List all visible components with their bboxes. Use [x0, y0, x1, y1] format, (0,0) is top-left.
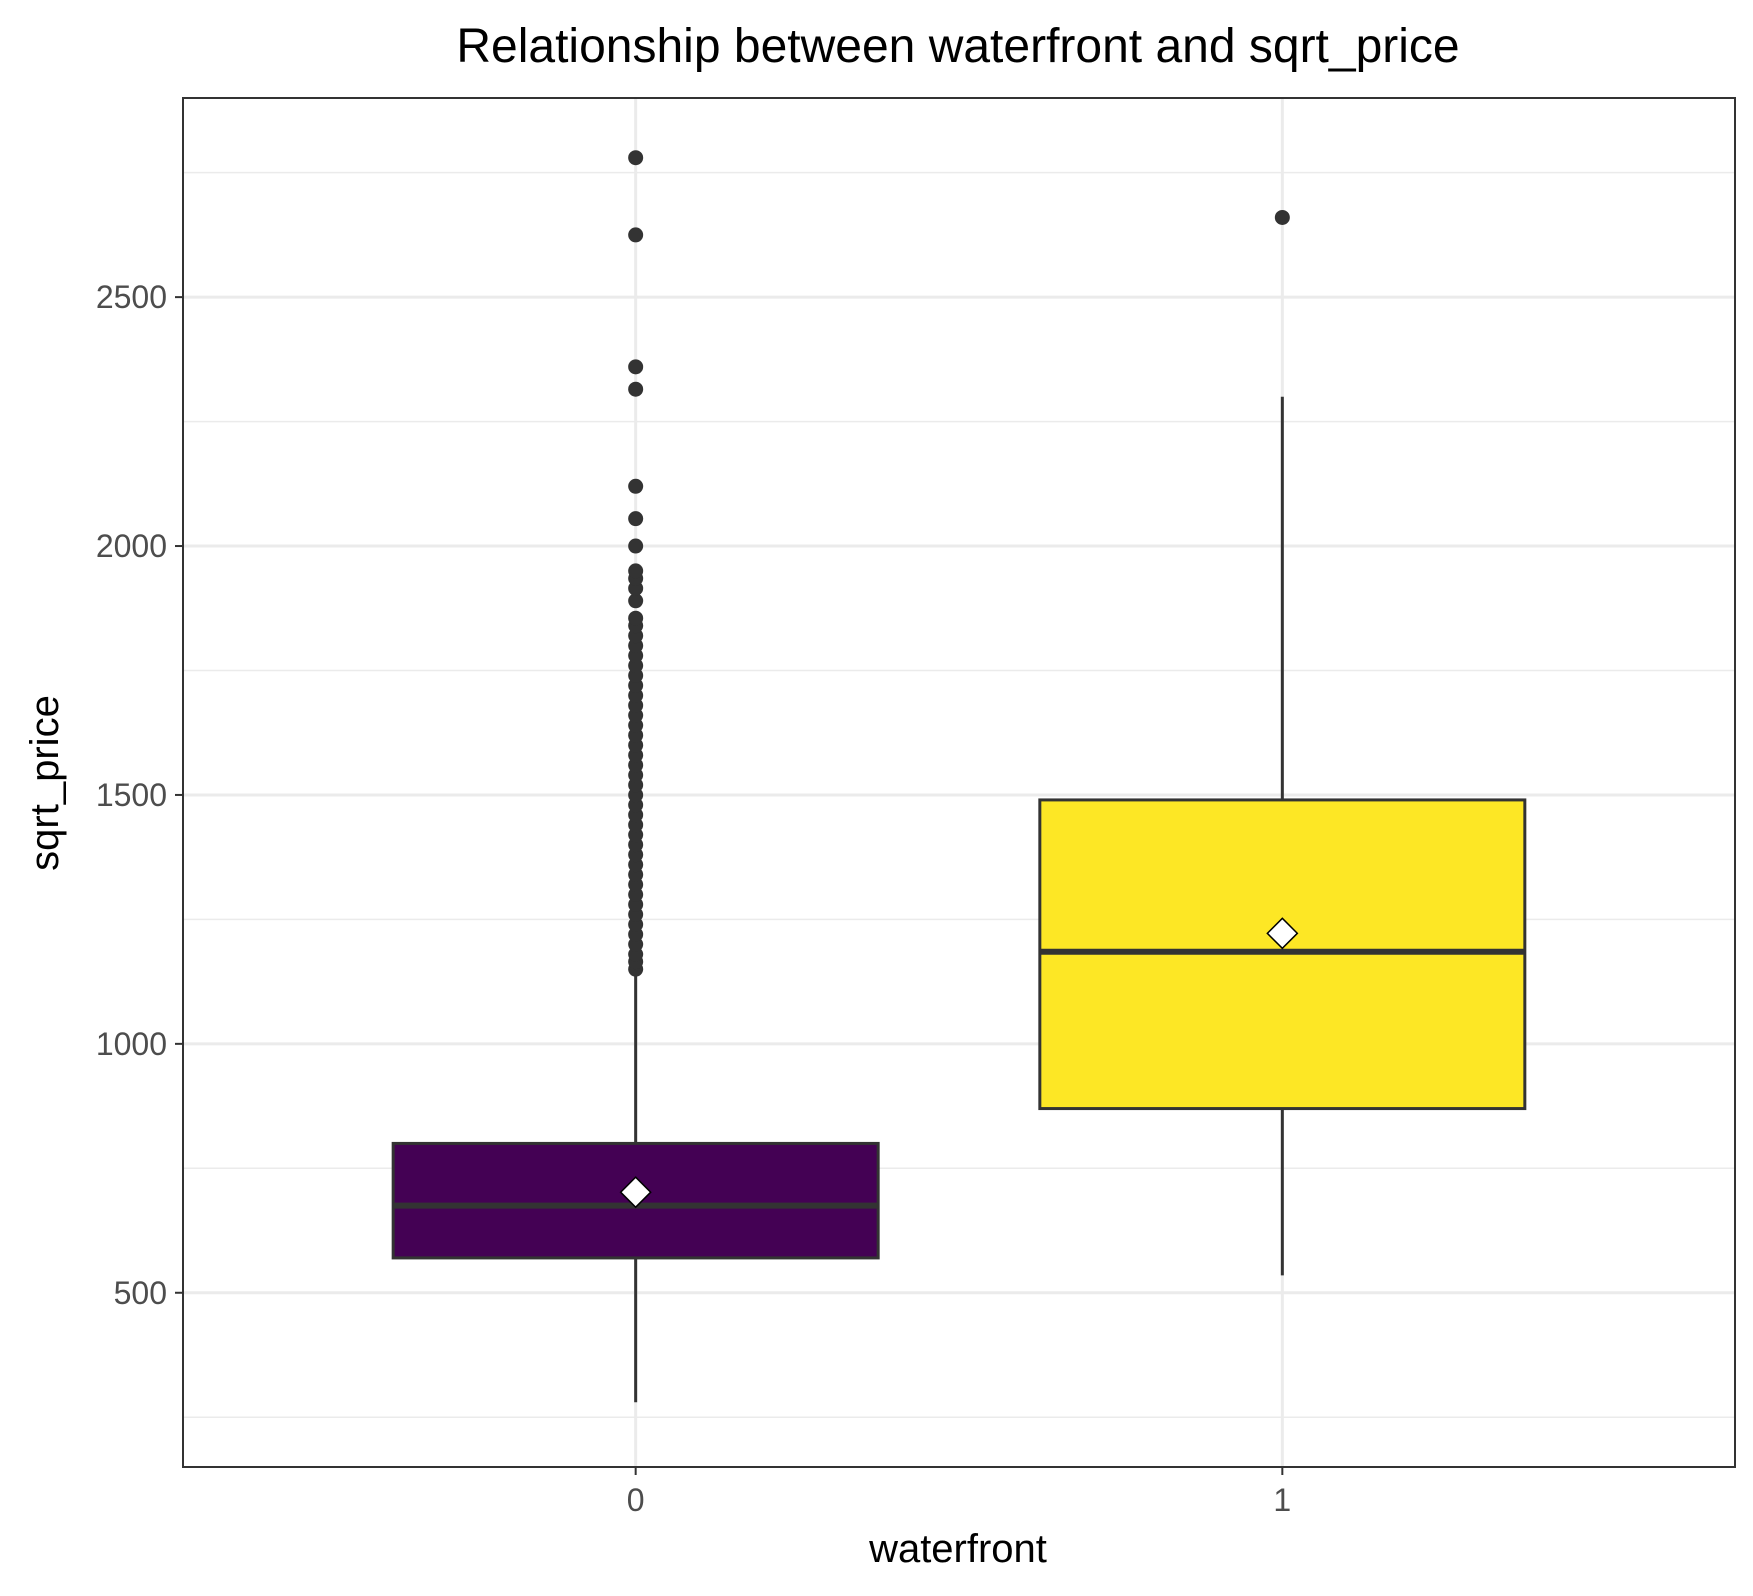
y-axis-title: sqrt_price — [23, 695, 67, 871]
plot-background — [183, 98, 1735, 1467]
outlier-point — [628, 381, 644, 397]
x-tick-label: 1 — [1273, 1482, 1291, 1518]
y-tick-label: 2000 — [96, 528, 167, 564]
plot-area: 500 1000 1500 2000 2500 0 1 — [96, 97, 1736, 1518]
outlier-point — [628, 563, 644, 579]
chart-title: Relationship between waterfront and sqrt… — [456, 20, 1459, 73]
y-tick-label: 2500 — [96, 279, 167, 315]
outlier-point — [628, 150, 644, 166]
plot-border — [182, 97, 1736, 1468]
mean-marker — [1266, 917, 1299, 950]
y-tick-label: 1000 — [96, 1026, 167, 1062]
x-tick-label: 0 — [627, 1482, 645, 1518]
outlier-point — [628, 538, 644, 554]
y-tick-label: 500 — [114, 1275, 167, 1311]
mean-marker — [619, 1176, 652, 1209]
outlier-point — [628, 511, 644, 527]
y-tick-label: 1500 — [96, 777, 167, 813]
x-axis-title: waterfront — [868, 1527, 1047, 1571]
outlier-point — [628, 478, 644, 494]
outlier-point — [628, 359, 644, 375]
outlier-point — [628, 227, 644, 243]
outlier-point — [628, 593, 644, 609]
outlier-point — [628, 610, 644, 626]
outlier-point — [1274, 209, 1290, 225]
